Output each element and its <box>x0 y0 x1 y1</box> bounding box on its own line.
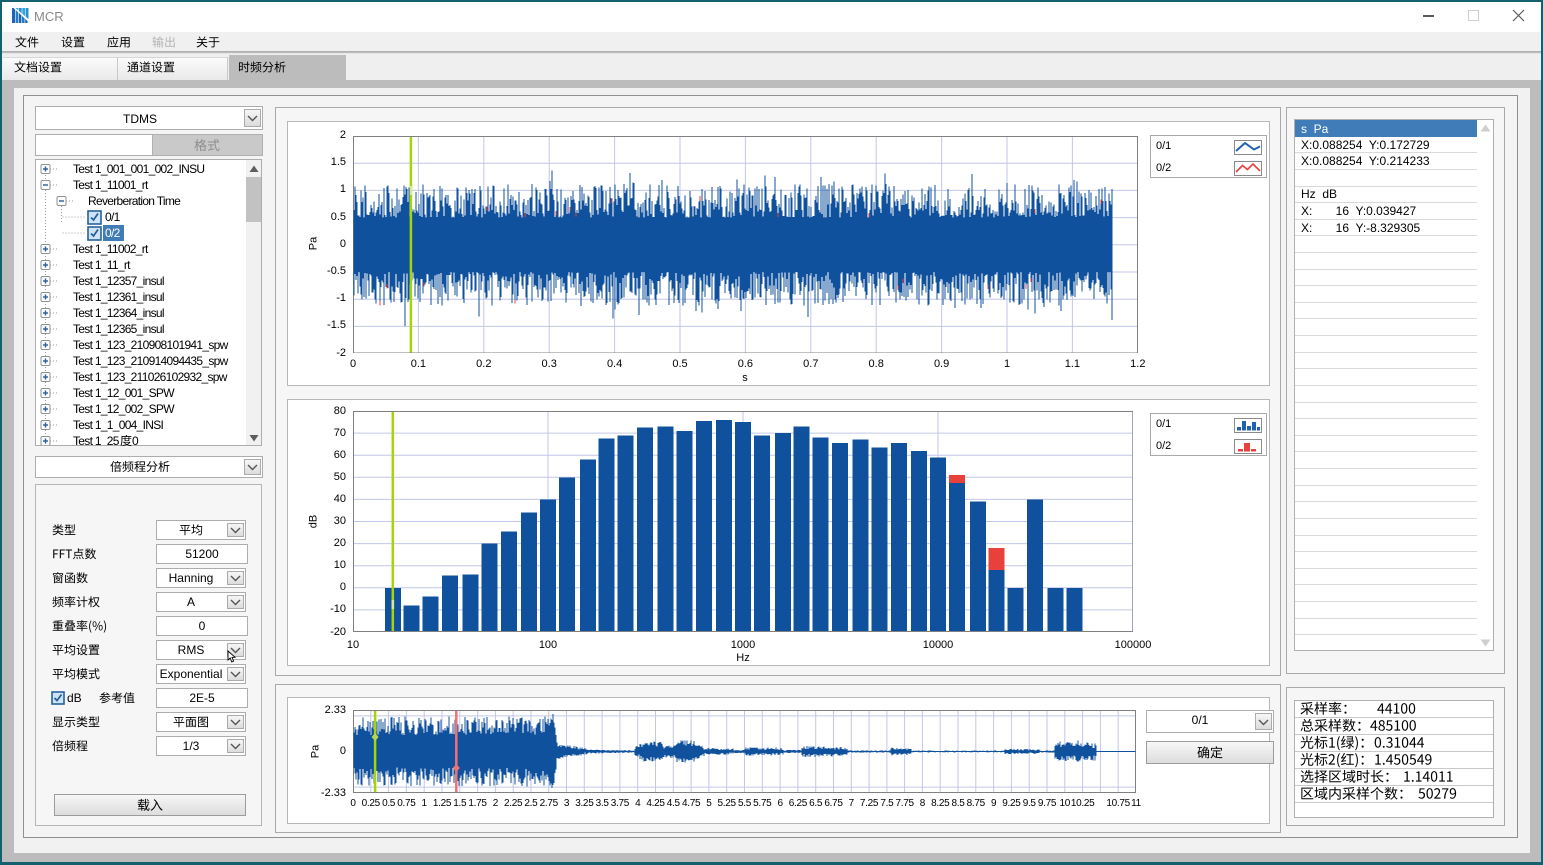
svg-text:Test 1_25: Test 1_25 <box>73 434 120 445</box>
svg-text:Test 1_123_210908101941_spw: Test 1_123_210908101941_spw <box>73 338 229 352</box>
svg-text:Test 1_11_rt: Test 1_11_rt <box>73 258 131 272</box>
svg-text:0: 0 <box>132 434 139 445</box>
svg-text:0/1: 0/1 <box>105 210 121 224</box>
svg-text:0/2: 0/2 <box>105 226 121 240</box>
svg-text:Test 1_001_001_002_INSU: Test 1_001_001_002_INSU <box>73 162 204 176</box>
svg-text:Test 1_12365_insul: Test 1_12365_insul <box>73 322 164 336</box>
svg-text:Test 1_1_004_INSI: Test 1_1_004_INSI <box>73 418 164 432</box>
svg-text:Test 1_123_211026102932_spw: Test 1_123_211026102932_spw <box>73 370 228 384</box>
svg-text:Test 1_12_002_SPW: Test 1_12_002_SPW <box>73 402 175 416</box>
svg-text:Test 1_12_001_SPW: Test 1_12_001_SPW <box>73 386 175 400</box>
svg-text:Test 1_12357_insul: Test 1_12357_insul <box>73 274 164 288</box>
svg-text:Test 1_11001_rt: Test 1_11001_rt <box>73 178 149 192</box>
svg-text:Test 1_12361_insul: Test 1_12361_insul <box>73 290 164 304</box>
svg-text:Test 1_12364_insul: Test 1_12364_insul <box>73 306 164 320</box>
svg-text:Reverberation Time: Reverberation Time <box>88 194 181 208</box>
svg-text:Test 1_123_210914094435_spw: Test 1_123_210914094435_spw <box>73 354 229 368</box>
svg-text:Test 1_11002_rt: Test 1_11002_rt <box>73 242 149 256</box>
